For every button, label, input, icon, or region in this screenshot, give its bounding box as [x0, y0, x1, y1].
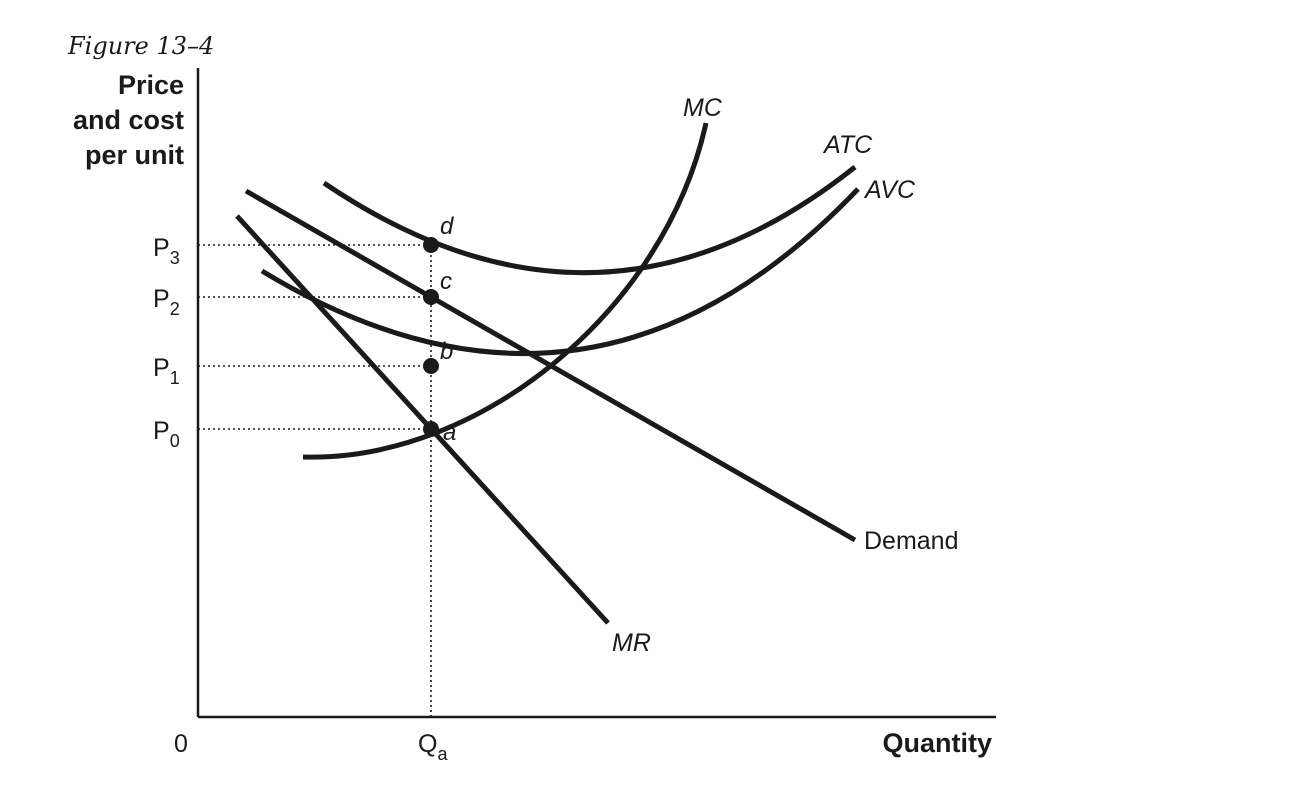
- tick-qa: Qa: [418, 730, 448, 764]
- tick-p3: P3: [153, 234, 180, 268]
- atc-curve: [322, 165, 857, 276]
- point-d-label: d: [440, 213, 454, 240]
- y-axis-label-line-1: Price: [118, 70, 184, 100]
- point-b: [423, 358, 439, 374]
- point-c: [423, 289, 439, 305]
- point-b-label: b: [440, 338, 453, 365]
- mr-label: MR: [612, 629, 651, 657]
- avc-label: AVC: [863, 176, 916, 204]
- mr-curve: [235, 214, 610, 625]
- point-c-label: c: [440, 268, 452, 295]
- tick-p1: P1: [153, 354, 180, 388]
- atc-label: ATC: [822, 131, 873, 159]
- mc-label: MC: [683, 94, 723, 122]
- avc-curve: [260, 187, 860, 356]
- y-axis-label-line-3: per unit: [85, 140, 184, 170]
- point-d: [423, 237, 439, 253]
- point-a-label: a: [443, 419, 456, 446]
- x-axis-label: Quantity: [882, 728, 992, 758]
- origin-label: 0: [174, 730, 188, 758]
- figure-title: Figure 13–4: [67, 32, 214, 60]
- point-a: [423, 421, 439, 437]
- tick-p0: P0: [153, 417, 180, 451]
- y-axis-label-line-2: and cost: [73, 105, 184, 135]
- demand-label: Demand: [864, 527, 959, 555]
- mc-curve: [302, 122, 709, 460]
- tick-p2: P2: [153, 285, 180, 319]
